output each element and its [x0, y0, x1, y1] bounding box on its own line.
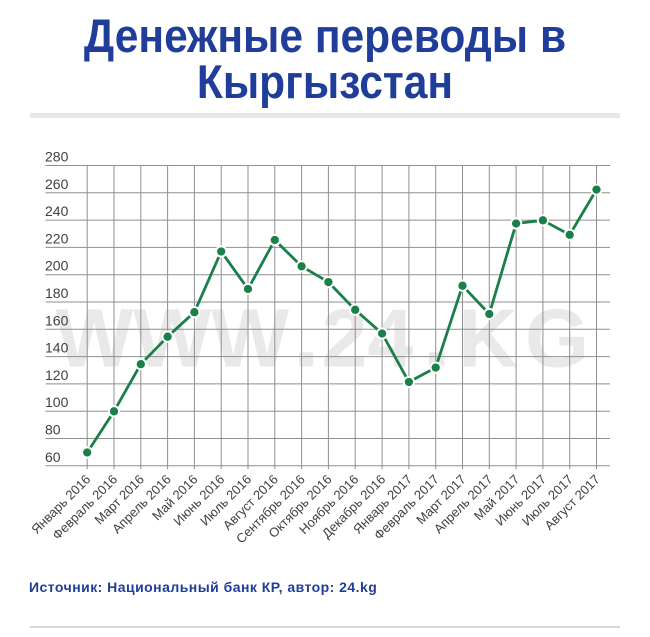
- svg-text:120: 120: [45, 367, 69, 383]
- svg-text:220: 220: [45, 230, 69, 246]
- svg-text:240: 240: [45, 203, 69, 219]
- svg-text:260: 260: [45, 176, 69, 192]
- svg-text:100: 100: [45, 394, 69, 410]
- svg-text:180: 180: [45, 285, 69, 301]
- svg-text:200: 200: [45, 258, 69, 274]
- svg-text:24: 24: [322, 293, 414, 385]
- svg-text:160: 160: [45, 312, 69, 328]
- svg-text:60: 60: [45, 449, 61, 465]
- svg-text:280: 280: [45, 149, 69, 165]
- svg-text:80: 80: [45, 422, 61, 438]
- svg-text:140: 140: [45, 340, 69, 356]
- svg-text:KG: KG: [458, 293, 596, 385]
